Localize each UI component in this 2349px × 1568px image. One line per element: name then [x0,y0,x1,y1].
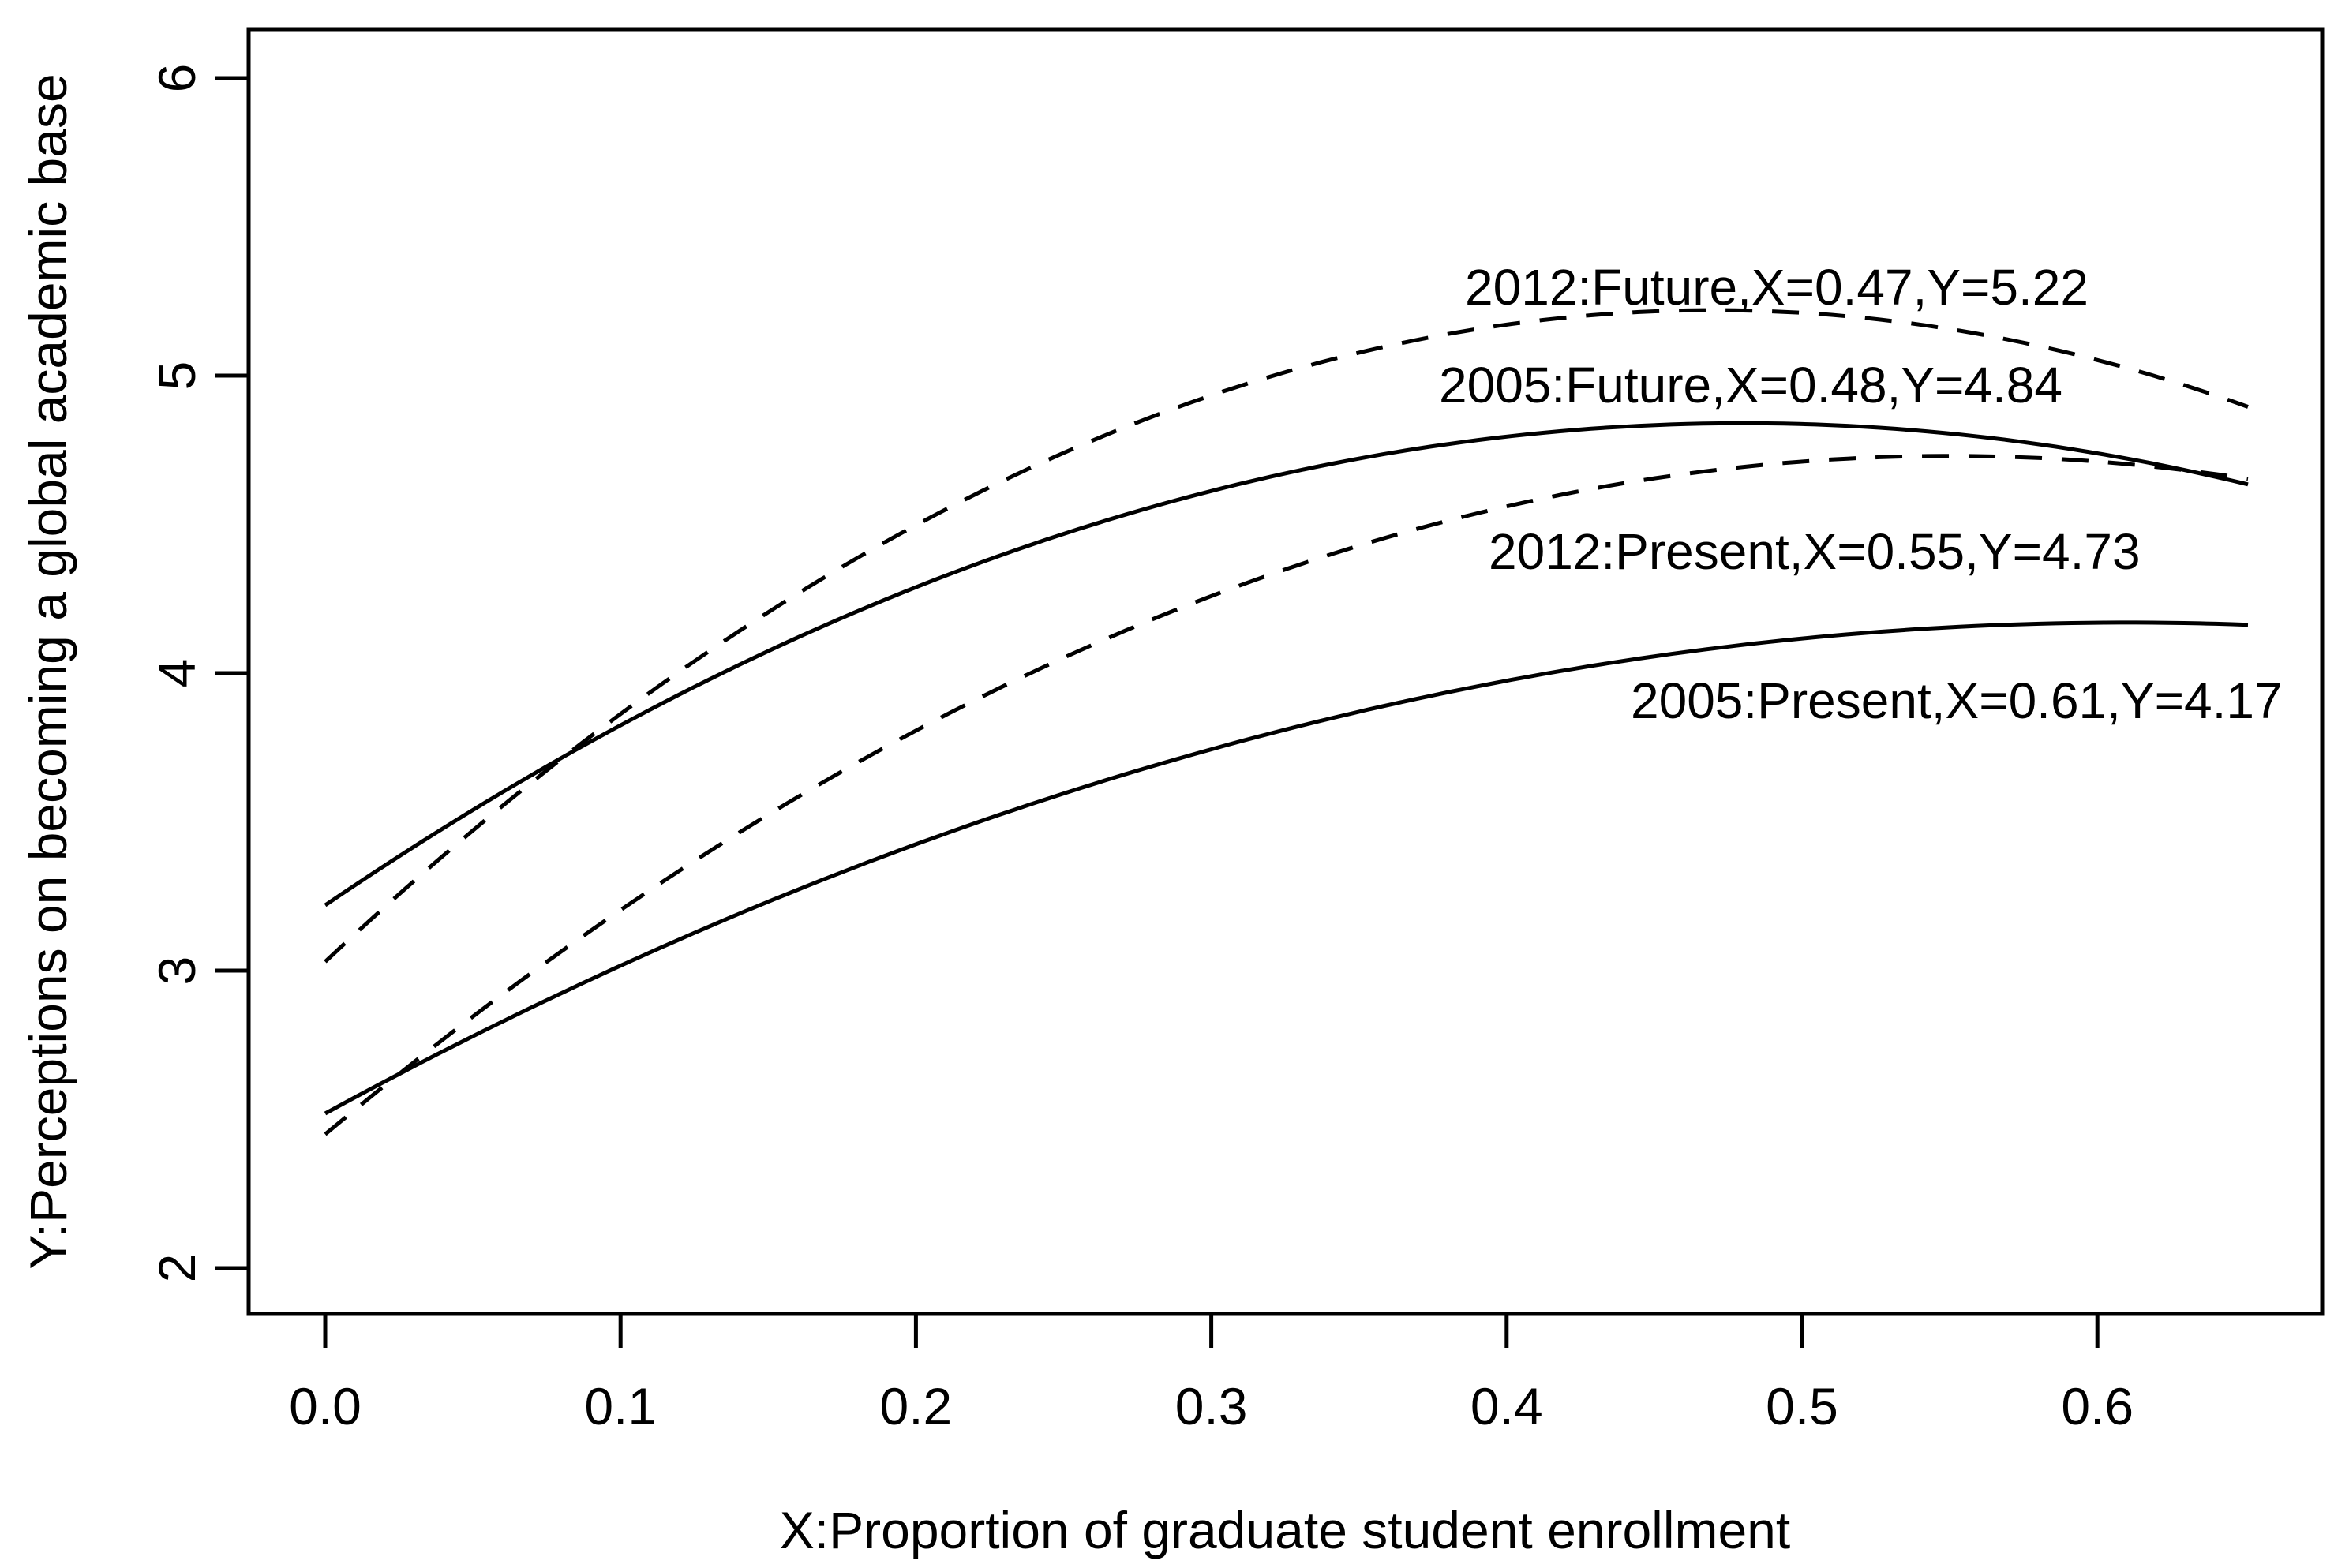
x-tick-label: 0.3 [1175,1377,1248,1435]
y-tick-label: 3 [148,956,206,986]
x-tick-label: 0.0 [289,1377,362,1435]
x-tick-label: 0.6 [2061,1377,2134,1435]
x-tick-label: 0.2 [880,1377,953,1435]
y-axis-title: Y:Perceptions on becoming a global acade… [19,73,77,1269]
curve-label-2005-present: 2005:Present,X=0.61,Y=4.17 [1631,672,2283,729]
curve-2005-future [324,421,2249,907]
x-tick-label: 0.4 [1470,1377,1543,1435]
y-tick-label: 5 [148,361,206,391]
x-axis-ticks: 0.0 0.1 0.2 0.3 0.4 0.5 0.6 [289,1314,2134,1435]
x-tick-label: 0.5 [1766,1377,1838,1435]
y-axis-ticks: 2 3 4 5 6 [148,64,249,1283]
curve-2005-present [324,620,2249,1116]
curve-label-2005-future: 2005:Future,X=0.48,Y=4.84 [1439,357,2062,414]
curve-label-2012-present: 2012:Present,X=0.55,Y=4.73 [1489,523,2141,580]
x-axis-title: X:Proportion of graduate student enrollm… [780,1501,1790,1559]
curve-2012-present [324,454,2249,1136]
x-tick-label: 0.1 [584,1377,657,1435]
curve-2012-future [324,308,2249,964]
plot-box [246,27,2325,1316]
y-tick-label: 6 [148,64,206,93]
y-tick-label: 2 [148,1254,206,1283]
curve-label-2012-future: 2012:Future,X=0.47,Y=5.22 [1465,259,2089,316]
y-tick-label: 4 [148,659,206,688]
curves-group [324,308,2249,1136]
